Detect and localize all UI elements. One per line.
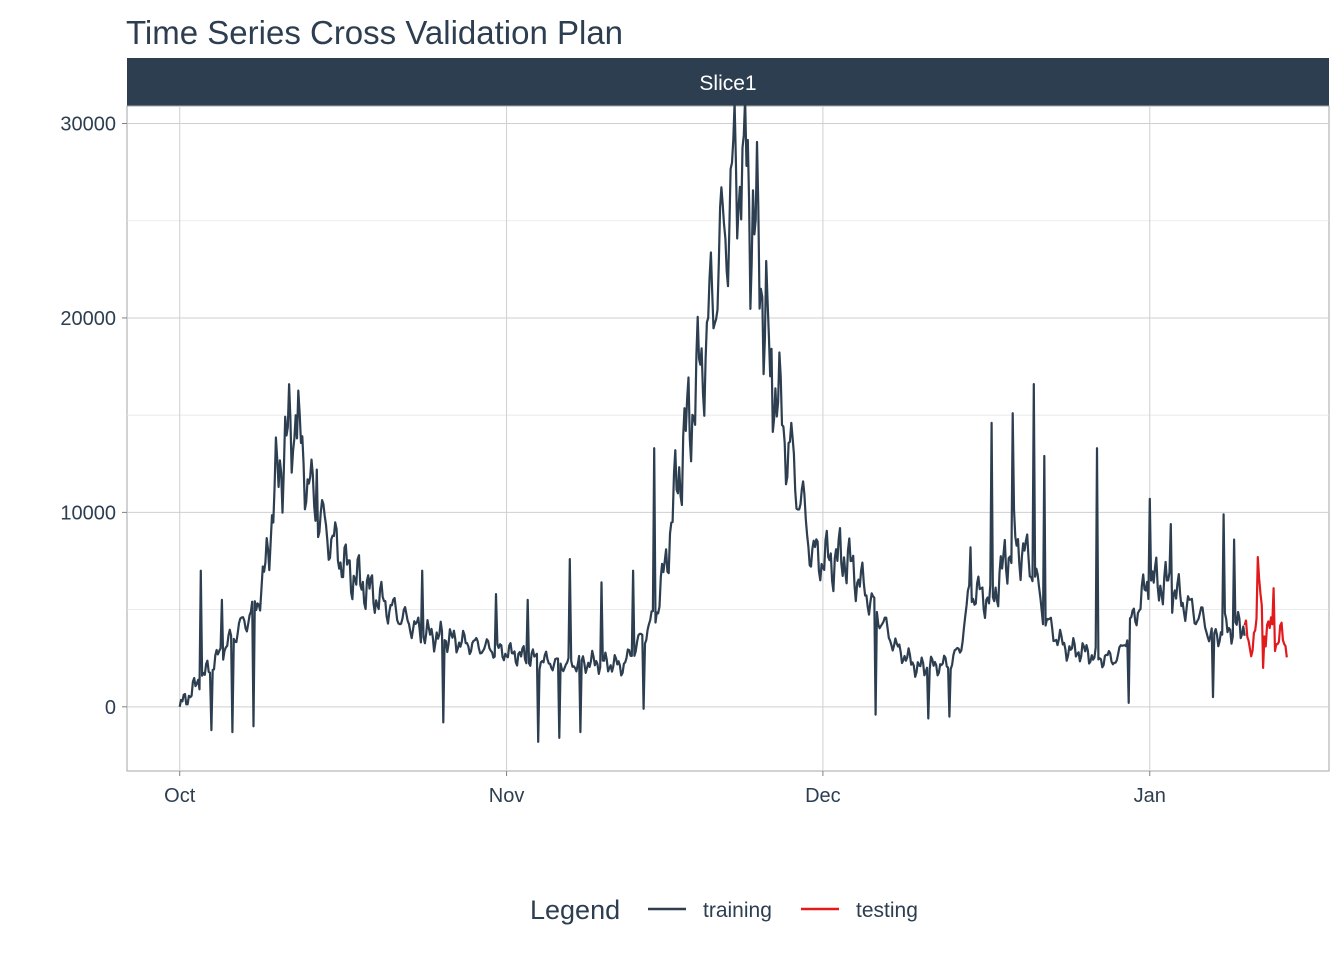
y-tick-label: 10000	[60, 502, 116, 524]
grid-lines	[122, 106, 1329, 776]
legend-label-testing: testing	[856, 899, 918, 922]
x-tick-label: Nov	[489, 785, 525, 807]
series-line-testing	[1243, 556, 1288, 669]
facet-strip	[127, 58, 1329, 106]
legend: Legend training testing	[530, 895, 918, 925]
plot-panel-border	[126, 105, 1330, 772]
series-lines	[178, 97, 1288, 743]
facet-strip-label: Slice1	[699, 72, 756, 95]
x-tick-label: Oct	[164, 785, 196, 807]
y-tick-label: 0	[105, 697, 116, 719]
legend-title: Legend	[530, 895, 620, 925]
legend-label-training: training	[703, 899, 772, 922]
series-line-training	[178, 97, 1246, 743]
chart-title: Time Series Cross Validation Plan	[126, 14, 623, 51]
x-tick-label: Jan	[1134, 785, 1166, 807]
y-tick-label: 20000	[60, 308, 116, 330]
x-tick-label: Dec	[805, 785, 841, 807]
y-tick-label: 30000	[60, 114, 116, 136]
axis-labels: 0 10000 20000 30000 Oct Nov Dec Jan	[60, 114, 1166, 808]
